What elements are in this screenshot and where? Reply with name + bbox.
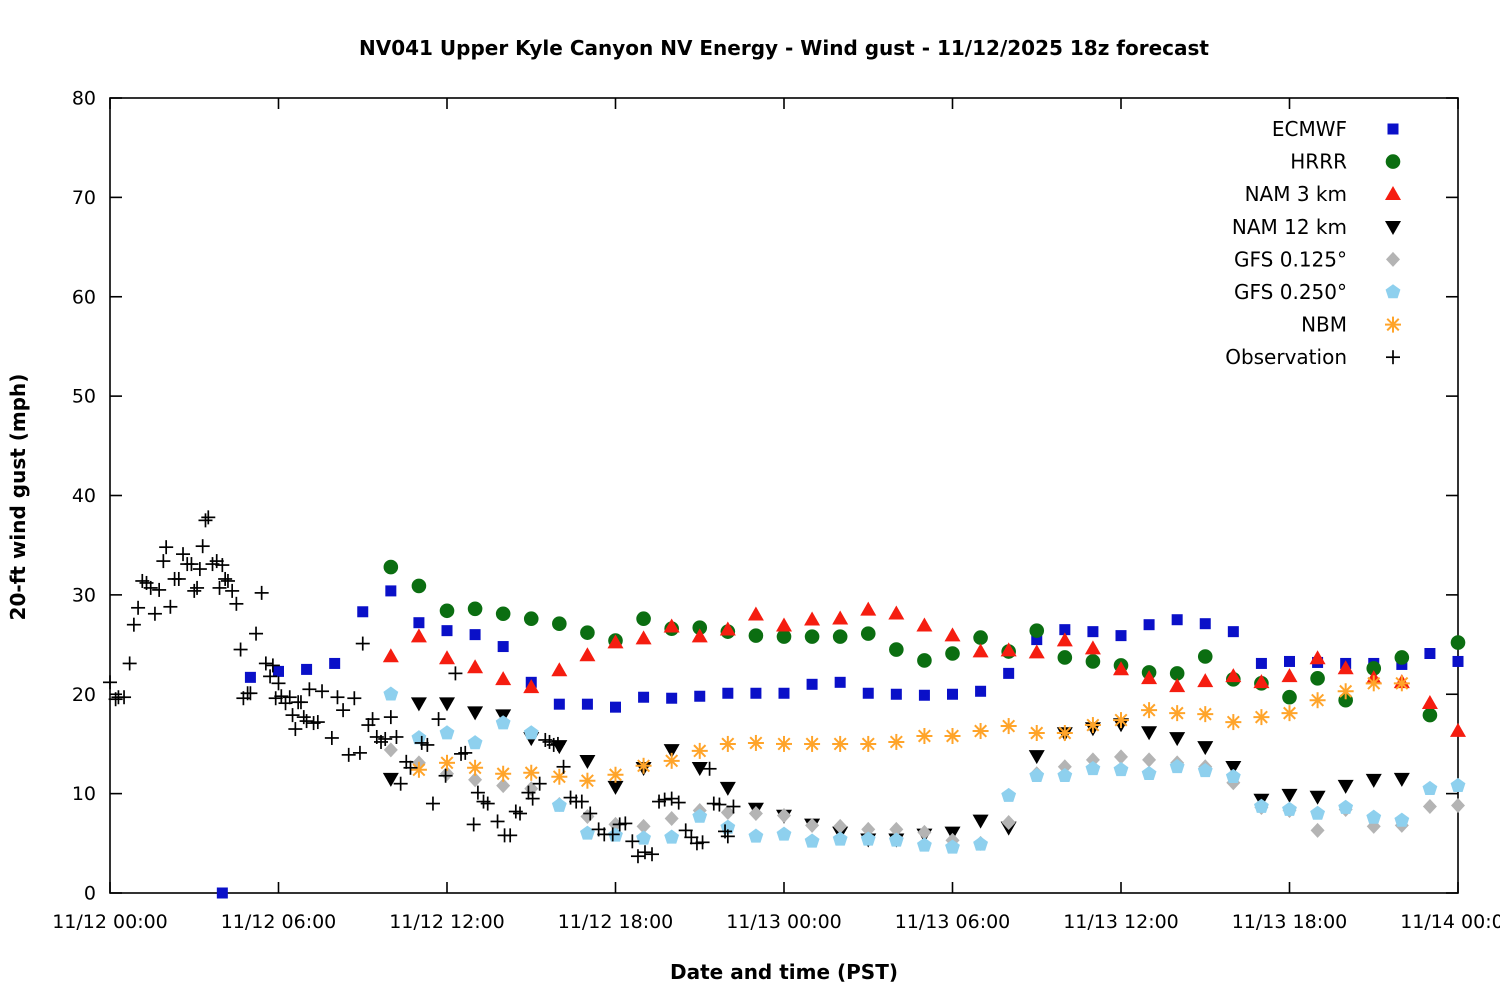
y-tick-label: 80 (72, 88, 96, 110)
y-tick-label: 50 (72, 386, 96, 408)
x-tick-label: 11/13 18:00 (1232, 911, 1348, 933)
y-tick-label: 10 (72, 783, 96, 805)
y-tick-label: 30 (72, 584, 96, 606)
y-axis-ticks: 0 10 20 30 40 50 60 70 80 (72, 88, 1458, 905)
legend-item-gfs-0-250-: GFS 0.250° (1234, 280, 1401, 304)
legend-marker-plus-icon (1386, 350, 1400, 365)
x-tick-label: 11/12 12:00 (389, 911, 505, 933)
x-tick-label: 11/13 12:00 (1063, 911, 1179, 933)
y-tick-label: 60 (72, 286, 96, 308)
x-tick-label: 11/12 06:00 (221, 911, 337, 933)
series-gfs-0-125- (383, 742, 1465, 851)
x-axis-title: Date and time (PST) (670, 960, 898, 984)
legend-label: GFS 0.125° (1234, 247, 1347, 271)
series-nbm (410, 675, 1410, 789)
x-axis-ticks: 11/12 00:00 11/12 06:00 11/12 12:00 11/12 1… (52, 98, 1500, 933)
legend-marker-diamond-icon (1386, 251, 1400, 267)
legend-marker-circle-icon (1385, 154, 1401, 169)
y-tick-label: 0 (84, 883, 96, 905)
legend-item-gfs-0-125-: GFS 0.125° (1234, 247, 1400, 271)
legend-marker-square-icon (1387, 123, 1399, 135)
x-tick-label: 11/12 00:00 (52, 911, 168, 933)
legend-label: NBM (1301, 313, 1347, 337)
y-tick-label: 20 (72, 684, 96, 706)
legend-item-nbm: NBM (1301, 313, 1401, 337)
legend-item-nam-12-km: NAM 12 km (1232, 215, 1401, 239)
legend-marker-asterisk-icon (1385, 316, 1401, 333)
chart-title: NV041 Upper Kyle Canyon NV Energy - Wind… (358, 36, 1209, 60)
legend-label: HRRR (1290, 150, 1347, 174)
legend-label: ECMWF (1272, 117, 1347, 141)
legend-item-nam-3-km: NAM 3 km (1245, 182, 1401, 206)
legend-marker-triangle-down-icon (1385, 221, 1401, 235)
x-tick-label: 11/14 00:00 (1400, 911, 1500, 933)
legend-marker-triangle-up-icon (1385, 186, 1401, 200)
x-tick-label: 11/12 18:00 (558, 911, 674, 933)
x-tick-label: 11/13 06:00 (895, 911, 1011, 933)
series-nam-3-km (382, 601, 1466, 737)
legend-label: Observation (1225, 345, 1347, 369)
legend: ECMWF HRRR NAM 3 km NAM 12 km GFS 0.125° GFS … (1225, 117, 1401, 369)
y-tick-label: 40 (72, 485, 96, 507)
legend-item-hrrr: HRRR (1290, 150, 1401, 174)
series-observation (103, 510, 741, 864)
legend-label: NAM 3 km (1245, 182, 1347, 206)
legend-marker-pentagon-icon (1385, 284, 1401, 299)
legend-item-ecmwf: ECMWF (1272, 117, 1399, 141)
x-tick-label: 11/13 00:00 (726, 911, 842, 933)
legend-label: GFS 0.250° (1234, 280, 1347, 304)
series-gfs-0-250- (383, 686, 1466, 854)
legend-item-observation: Observation (1225, 345, 1400, 369)
legend-label: NAM 12 km (1232, 215, 1347, 239)
y-tick-label: 70 (72, 187, 96, 209)
